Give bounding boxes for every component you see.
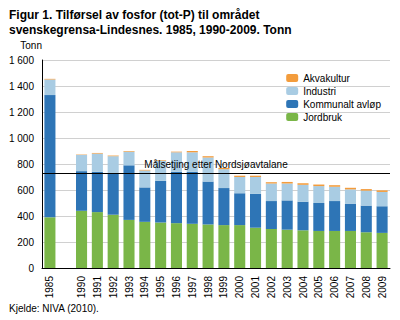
svg-text:2004: 2004 <box>298 276 309 299</box>
svg-text:Akvakultur: Akvakultur <box>303 73 350 84</box>
svg-text:1991: 1991 <box>92 276 103 299</box>
svg-text:svenskegrensa-Lindesnes. 1985,: svenskegrensa-Lindesnes. 1985, 1990-2009… <box>9 23 292 37</box>
svg-text:400: 400 <box>17 211 34 222</box>
svg-text:2000: 2000 <box>234 276 245 299</box>
svg-text:2001: 2001 <box>250 276 261 299</box>
svg-text:2009: 2009 <box>377 276 388 299</box>
svg-text:1997: 1997 <box>187 276 198 299</box>
svg-text:2007: 2007 <box>345 276 356 299</box>
svg-text:1 600: 1 600 <box>9 55 34 66</box>
svg-text:Kommunalt avløp: Kommunalt avløp <box>303 99 381 110</box>
svg-text:Figur 1. Tilførsel av fosfor (: Figur 1. Tilførsel av fosfor (tot-P) til… <box>9 8 263 22</box>
svg-text:1985: 1985 <box>44 276 55 299</box>
svg-text:1 400: 1 400 <box>9 81 34 92</box>
svg-text:600: 600 <box>17 185 34 196</box>
svg-text:1999: 1999 <box>218 276 229 299</box>
svg-text:2005: 2005 <box>313 276 324 299</box>
svg-text:1996: 1996 <box>171 276 182 299</box>
svg-text:1990: 1990 <box>76 276 87 299</box>
svg-text:1 200: 1 200 <box>9 107 34 118</box>
svg-text:Kjelde: NIVA (2010).: Kjelde: NIVA (2010). <box>9 303 99 314</box>
svg-text:2008: 2008 <box>361 276 372 299</box>
svg-text:Tonn: Tonn <box>20 40 42 51</box>
svg-text:Industri: Industri <box>303 86 336 97</box>
svg-text:1995: 1995 <box>155 276 166 299</box>
svg-text:1992: 1992 <box>108 276 119 299</box>
svg-text:1993: 1993 <box>124 276 135 299</box>
svg-text:0: 0 <box>28 263 34 274</box>
svg-text:Jordbruk: Jordbruk <box>303 112 343 123</box>
svg-text:2003: 2003 <box>282 276 293 299</box>
svg-text:Målsetjing etter Nordsjøavtala: Målsetjing etter Nordsjøavtalane <box>144 159 288 170</box>
svg-text:2006: 2006 <box>329 276 340 299</box>
svg-text:1 000: 1 000 <box>9 133 34 144</box>
svg-text:2002: 2002 <box>266 276 277 299</box>
svg-text:1998: 1998 <box>203 276 214 299</box>
svg-text:800: 800 <box>17 159 34 170</box>
svg-text:200: 200 <box>17 237 34 248</box>
svg-text:1994: 1994 <box>139 276 150 299</box>
